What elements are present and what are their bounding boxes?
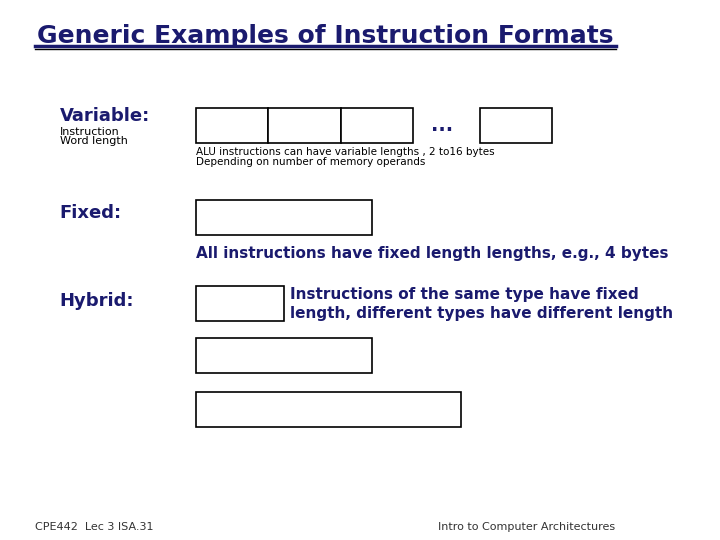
FancyBboxPatch shape <box>196 286 284 321</box>
Text: Fixed:: Fixed: <box>60 204 122 222</box>
Text: Word length: Word length <box>60 137 127 146</box>
FancyBboxPatch shape <box>341 108 413 143</box>
Text: CPE442  Lec 3 ISA.31: CPE442 Lec 3 ISA.31 <box>35 522 153 532</box>
FancyBboxPatch shape <box>269 108 341 143</box>
Text: Variable:: Variable: <box>60 107 150 125</box>
Text: ...: ... <box>431 116 453 135</box>
Text: All instructions have fixed length lengths, e.g., 4 bytes: All instructions have fixed length lengt… <box>196 246 668 261</box>
Text: Intro to Computer Architectures: Intro to Computer Architectures <box>438 522 616 532</box>
FancyBboxPatch shape <box>480 108 552 143</box>
FancyBboxPatch shape <box>196 338 372 373</box>
Text: length, different types have different length: length, different types have different l… <box>290 306 673 321</box>
Text: Instructions of the same type have fixed: Instructions of the same type have fixed <box>290 287 639 302</box>
Text: Generic Examples of Instruction Formats: Generic Examples of Instruction Formats <box>37 24 613 48</box>
Text: Depending on number of memory operands: Depending on number of memory operands <box>196 157 425 167</box>
Text: Instruction: Instruction <box>60 127 120 137</box>
Text: Hybrid:: Hybrid: <box>60 292 135 310</box>
FancyBboxPatch shape <box>196 200 372 235</box>
FancyBboxPatch shape <box>196 392 461 427</box>
FancyBboxPatch shape <box>196 108 269 143</box>
Text: ALU instructions can have variable lengths , 2 to16 bytes: ALU instructions can have variable lengt… <box>196 147 494 157</box>
